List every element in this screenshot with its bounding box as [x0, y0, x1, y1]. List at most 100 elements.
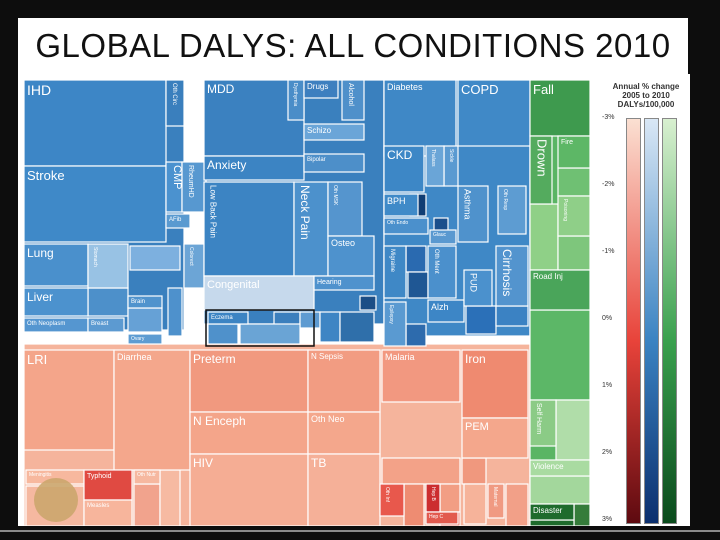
- treemap-cell-anxiety: [203, 155, 305, 181]
- treemap-label-eczema: Eczema: [211, 315, 233, 321]
- treemap-label-cirrhosis: Cirrhosis: [500, 249, 514, 296]
- treemap-cell-lri: [23, 349, 115, 451]
- treemap-label-measles: Measles: [87, 503, 109, 509]
- treemap-label-bipolar: Bipolar: [307, 157, 326, 163]
- treemap-label-colorect: Colorect: [188, 247, 194, 266]
- treemap-cell-hep-c: [425, 511, 459, 525]
- treemap-filler-cell: [557, 235, 591, 271]
- treemap-filler-cell: [557, 167, 591, 197]
- treemap-filler-cell: [133, 483, 161, 526]
- legend-tick: -3%: [602, 114, 615, 121]
- treemap-cell-brain: [127, 295, 163, 309]
- treemap-label-ihd: IHD: [27, 82, 51, 98]
- treemap-label-anxiety: Anxiety: [207, 158, 246, 172]
- treemap-filler-cell: [239, 323, 301, 345]
- treemap-label-pem: PEM: [465, 421, 489, 433]
- legend-tick: -1%: [602, 248, 615, 255]
- treemap-cell-stroke: [23, 165, 167, 243]
- treemap-filler-cell: [463, 483, 487, 525]
- treemap-label-lung: Lung: [27, 246, 54, 260]
- treemap-cell-self-harm: [529, 399, 557, 447]
- treemap-cell-maternal: [487, 483, 505, 519]
- treemap-label-hearing: Hearing: [317, 279, 342, 286]
- treemap-filler-cell: [465, 305, 497, 335]
- legend-bar-communicable: [626, 118, 641, 524]
- treemap-cell-measles: [83, 499, 133, 526]
- treemap-filler-cell: [127, 307, 163, 333]
- treemap-cell-oth-msk: [327, 181, 363, 237]
- treemap-cell-epilepsy: [383, 301, 407, 347]
- treemap-cell-oth-ment: [427, 245, 457, 299]
- legend-tick: 3%: [602, 516, 613, 523]
- treemap-label-migraine: Migraine: [389, 249, 395, 273]
- treemap-cell-neck-pain: [293, 181, 329, 277]
- treemap-cell-pud: [463, 269, 493, 307]
- treemap-label-alcohol: Alcohol: [347, 83, 354, 106]
- treemap-filler-cell: [339, 311, 375, 343]
- treemap-cell-poisoning: [557, 195, 591, 237]
- treemap-cell-fall: [529, 79, 591, 137]
- treemap-cell-disaster: [529, 503, 575, 521]
- legend-tick: -2%: [602, 181, 615, 188]
- treemap-label-neck-pain: Neck Pain: [298, 185, 312, 240]
- treemap-label-road-inj: Road Inj: [533, 272, 563, 281]
- treemap-cell-violence: [529, 459, 591, 477]
- slide-divider: [0, 530, 720, 532]
- treemap-label-meningitis: Meningitis: [29, 472, 52, 478]
- treemap-cell-rheumhd: [181, 161, 207, 213]
- treemap-cell-low-back-pain: [203, 181, 295, 277]
- treemap-label-copd: COPD: [461, 82, 499, 97]
- treemap-label-dysthymia: Dysthymia: [292, 83, 298, 107]
- slide-title: GLOBAL DALYS: ALL CONDITIONS 2010: [18, 18, 688, 74]
- treemap-filler-cell: [529, 519, 575, 526]
- treemap-cell-hearing: [313, 275, 375, 291]
- treemap-cell-afib: [165, 213, 191, 229]
- treemap-label-hep-c: Hep C: [429, 514, 444, 520]
- treemap-label-n-sepsis: N Sepsis: [311, 352, 343, 361]
- treemap-label-brain: Brain: [131, 299, 145, 305]
- treemap-label-pud: PUD: [469, 273, 479, 293]
- treemap-cell-oth-neo: [307, 411, 381, 455]
- treemap-cell-typhoid: [83, 469, 133, 501]
- treemap-cell-glauc: [429, 229, 457, 245]
- treemap-label-afib: AFib: [169, 217, 182, 223]
- treemap-label-violence: Violence: [533, 462, 564, 471]
- treemap-label-stomach: Stomach: [92, 247, 98, 267]
- treemap-label-drown: Drown: [534, 139, 549, 177]
- treemap-label-sickle: Sickle: [448, 149, 454, 163]
- treemap-label-oth-msk: Oth MSK: [332, 185, 338, 206]
- treemap-label-cmp: CMP: [171, 165, 183, 189]
- treemap-label-malaria: Malaria: [385, 352, 415, 362]
- treemap-filler-cell: [555, 399, 591, 461]
- treemap-filler-cell: [359, 295, 377, 311]
- treemap-cell-stomach: [87, 243, 129, 289]
- treemap-label-congenital: Congenital: [207, 279, 260, 291]
- treemap-cell-oth-circ: [165, 79, 185, 127]
- treemap-label-ckd: CKD: [387, 148, 413, 162]
- treemap-filler-cell: [529, 475, 591, 505]
- highlight-box: [205, 309, 315, 347]
- treemap-label-epilepsy: Epilepsy: [388, 305, 394, 324]
- treemap-label-bph: BPH: [387, 196, 406, 206]
- treemap-label-glauc: Glauc: [433, 232, 447, 238]
- treemap-cell-tb: [307, 453, 381, 526]
- treemap-filler-cell: [529, 203, 559, 271]
- treemap-cell-n-sepsis: [307, 349, 381, 413]
- legend-title-line-3: DALYs/100,000: [617, 100, 675, 109]
- treemap-label-rheumhd: RheumHD: [187, 165, 194, 198]
- treemap-label-oth-ment: Oth Ment: [433, 249, 439, 274]
- treemap-cell-diarrhea: [113, 349, 191, 471]
- treemap-label-fire: Fire: [561, 139, 573, 146]
- treemap-label-thalass: Thalass: [430, 149, 436, 167]
- treemap-label-preterm: Preterm: [193, 352, 236, 366]
- treemap-cell-ckd: [383, 145, 425, 193]
- treemap-cell-breast: [87, 317, 125, 333]
- treemap-filler-cell: [505, 483, 529, 526]
- treemap-label-oth-resp: Oth Resp: [502, 189, 508, 210]
- treemap-cell-oth-resp: [497, 185, 527, 235]
- treemap-label-oth-nutr: Oth Nutr: [137, 472, 156, 478]
- treemap-filler-cell: [87, 287, 129, 317]
- treemap-cell-drown: [529, 135, 553, 205]
- treemap-cell-asthma: [457, 185, 489, 243]
- legend-title-line-1: Annual % change: [612, 82, 680, 91]
